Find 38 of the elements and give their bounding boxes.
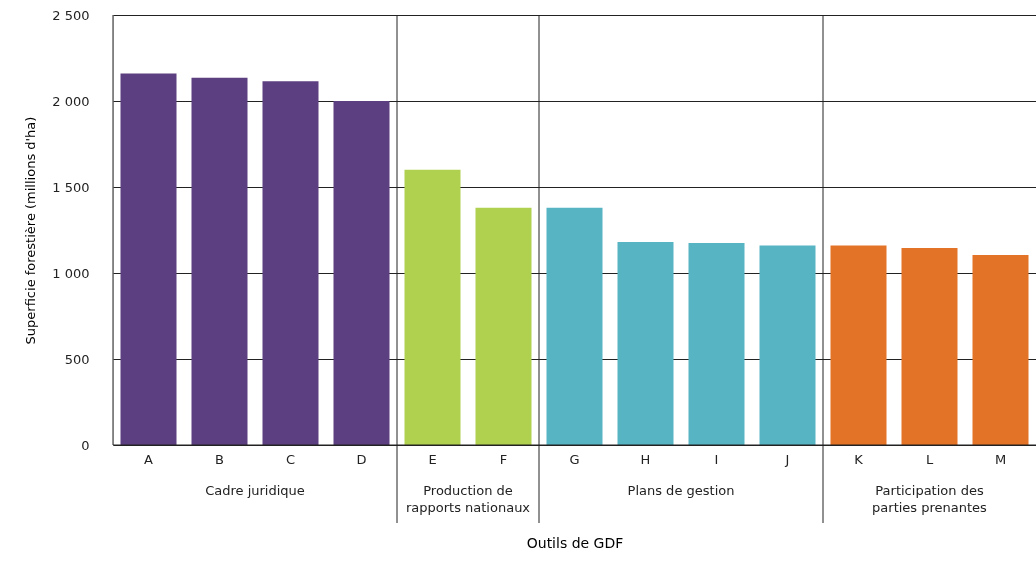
x-tick-label: D (356, 451, 367, 467)
text: Production de rapports nationaux (405, 483, 531, 515)
x-tick-label: E (428, 451, 437, 467)
bar (688, 242, 745, 445)
x-tick-label: L (925, 451, 934, 467)
y-tick-label: 1 500 (52, 179, 90, 195)
y-axis-title: Superficie forestière (millions d'ha) (23, 116, 39, 345)
y-tick-label: 0 (81, 437, 90, 453)
bar (120, 73, 177, 445)
x-tick-label: C (285, 451, 296, 467)
bar (333, 101, 390, 445)
x-tick-label: A (144, 451, 154, 467)
bar (191, 77, 248, 445)
bar (830, 245, 887, 445)
x-axis-title: Outils de GDF (526, 534, 624, 551)
bar (901, 248, 958, 445)
bar (972, 254, 1029, 445)
x-tick-label: B (215, 451, 224, 467)
x-tick-label: F (499, 451, 508, 467)
x-tick-label: G (569, 451, 580, 467)
text: Cadre juridique (205, 483, 305, 498)
x-tick-label: J (784, 451, 790, 467)
x-tick-label: I (714, 451, 719, 467)
bar (617, 242, 674, 445)
bar (404, 169, 461, 445)
bar (475, 207, 532, 445)
x-tick-label: H (640, 451, 651, 467)
x-tick-label: M (994, 451, 1007, 467)
y-tick-label: 1 000 (52, 265, 90, 281)
text: Participation des parties prenantes (872, 483, 988, 515)
y-tick-label: 2 000 (52, 93, 90, 109)
bar (262, 81, 319, 445)
bar (546, 207, 603, 445)
y-tick-label: 500 (64, 351, 90, 367)
bar (759, 245, 816, 445)
x-tick-label: K (854, 451, 864, 467)
text: Plans de gestion (627, 483, 735, 498)
y-tick-label: 2 500 (52, 7, 90, 23)
